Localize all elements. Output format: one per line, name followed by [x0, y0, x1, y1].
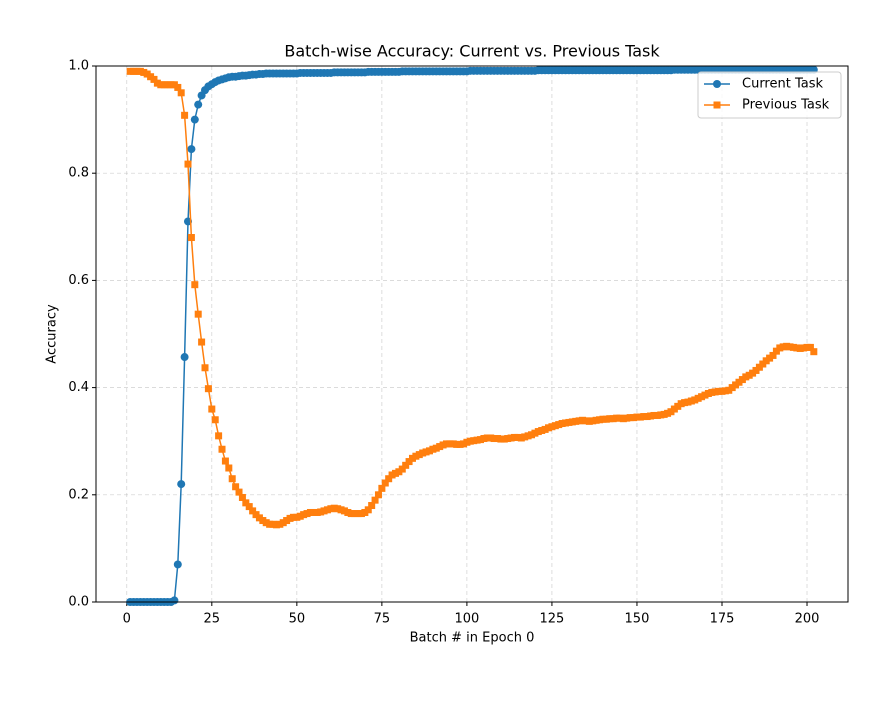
legend: Current Task Previous Task	[697, 71, 842, 119]
data-point	[194, 310, 202, 318]
plot-frame	[95, 65, 849, 603]
data-point	[385, 475, 393, 483]
data-point	[177, 480, 186, 489]
data-point	[211, 416, 219, 424]
x-tick-label: 50	[289, 612, 306, 627]
y-tick-label: 0.4	[68, 380, 89, 395]
y-tick-label: 0.6	[68, 273, 89, 288]
y-tick-label: 1.0	[68, 59, 89, 74]
data-point	[238, 493, 246, 501]
y-axis-label: Accuracy	[45, 304, 60, 364]
data-point	[170, 596, 179, 605]
x-tick-label: 0	[123, 612, 131, 627]
data-point	[184, 160, 192, 168]
x-tick-label: 150	[625, 612, 650, 627]
x-tick-label: 175	[710, 612, 735, 627]
data-point	[191, 281, 199, 289]
data-point	[249, 507, 257, 515]
data-point	[221, 457, 229, 465]
y-tick-label: 0.8	[68, 166, 89, 181]
data-point	[402, 461, 410, 469]
data-point	[810, 348, 818, 356]
x-tick-label: 100	[454, 612, 479, 627]
data-point	[194, 100, 203, 109]
x-tick-label: 200	[795, 612, 820, 627]
data-point	[150, 75, 158, 83]
data-point	[177, 89, 185, 97]
legend-label: Current Task	[742, 77, 823, 92]
data-point	[225, 464, 233, 472]
legend-box	[697, 71, 842, 119]
x-tick-label: 25	[204, 612, 221, 627]
data-point	[381, 479, 389, 487]
data-point	[173, 560, 182, 569]
data-point	[378, 484, 386, 492]
y-tick-label: 0.2	[68, 487, 89, 502]
data-point	[198, 338, 206, 346]
data-point	[218, 445, 226, 453]
legend-marker	[713, 80, 721, 88]
data-point	[190, 115, 199, 124]
data-point	[180, 353, 189, 362]
x-axis-label: Batch # in Epoch 0	[410, 631, 535, 646]
data-point	[201, 364, 209, 372]
data-point	[245, 503, 253, 511]
data-point	[374, 491, 382, 499]
data-point	[232, 483, 240, 491]
data-point	[187, 145, 196, 154]
data-point	[242, 499, 250, 507]
data-point	[187, 234, 195, 242]
data-point	[208, 405, 216, 413]
data-point	[364, 506, 372, 514]
y-tick-label: 0.0	[68, 595, 89, 610]
data-point	[368, 502, 376, 510]
legend-label: Previous Task	[742, 98, 830, 113]
chart-title: Batch-wise Accuracy: Current vs. Previou…	[284, 42, 660, 61]
data-point	[235, 488, 243, 496]
data-point	[204, 385, 212, 393]
data-point	[174, 83, 182, 91]
data-point	[215, 432, 223, 440]
x-tick-label: 75	[374, 612, 391, 627]
data-point	[181, 111, 189, 119]
x-tick-label: 125	[540, 612, 565, 627]
data-point	[371, 496, 379, 504]
legend-marker	[713, 101, 721, 109]
data-point	[398, 465, 406, 473]
data-point	[806, 343, 814, 351]
data-point	[228, 475, 236, 483]
data-point	[769, 351, 777, 359]
